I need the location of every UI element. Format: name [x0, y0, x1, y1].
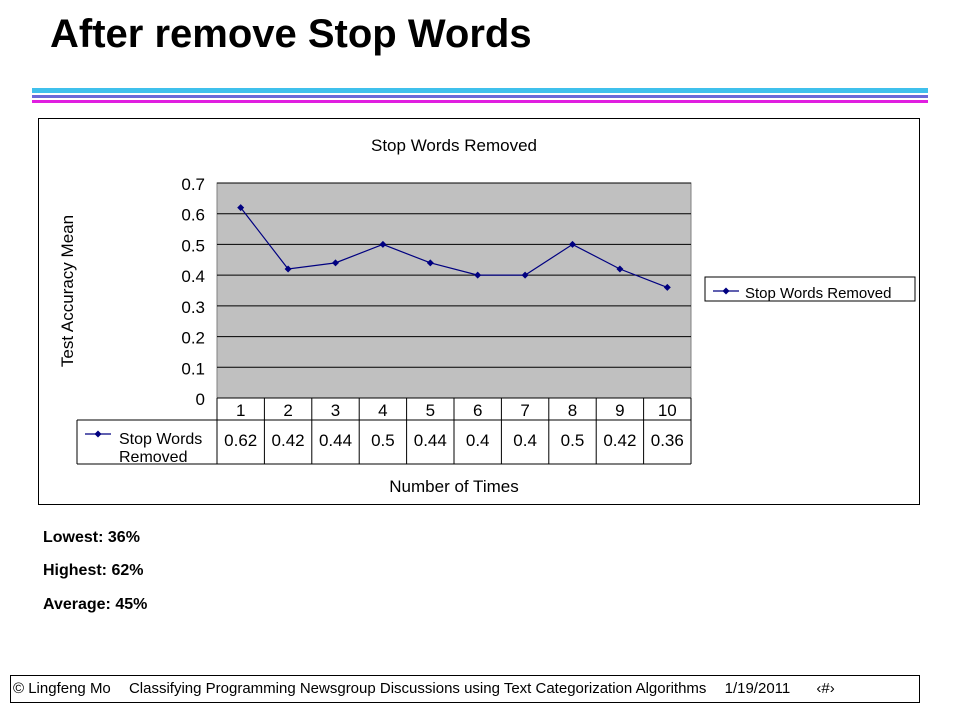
title-rule-blue [32, 95, 928, 98]
data-table-value: 0.4 [466, 431, 490, 450]
y-axis-label: Test Accuracy Mean [58, 215, 77, 367]
x-tick-label: 9 [615, 401, 624, 420]
data-point [426, 259, 434, 267]
x-tick-label: 3 [331, 401, 340, 420]
footer-date: 1/19/2011 [724, 680, 791, 697]
y-tick-label: 0.7 [181, 175, 205, 194]
data-table-value: 0.42 [603, 431, 636, 450]
data-table-value: 0.5 [561, 431, 585, 450]
y-tick-label: 0.1 [181, 359, 205, 378]
y-tick-label: 0.4 [181, 267, 205, 286]
title-rule-magenta [32, 100, 928, 103]
x-tick-label: 10 [658, 401, 677, 420]
legend-box [704, 276, 916, 302]
data-point [616, 265, 624, 273]
x-tick-label: 5 [426, 401, 435, 420]
data-point [521, 271, 529, 279]
x-tick-label: 2 [283, 401, 292, 420]
chart-frame: 0 0.1 0.2 0.3 0.4 0.5 0.6 0.7 1 2 3 4 5 6 7 8 9 10 0.62 0.4… [38, 118, 920, 505]
line-chart: 0 0.1 0.2 0.3 0.4 0.5 0.6 0.7 1 2 3 4 5 6 7 8 9 10 0.62 0.4… [58, 136, 916, 496]
plot-area [216, 182, 692, 399]
data-point [569, 240, 576, 248]
stat-lowest: Lowest: 36% [43, 529, 140, 546]
data-table-value: 0.42 [272, 431, 305, 450]
data-table-value: 0.5 [371, 431, 395, 450]
y-tick-label: 0.2 [181, 329, 205, 348]
data-point [332, 259, 339, 267]
data-table-value: 0.4 [513, 431, 537, 450]
x-tick-label: 6 [473, 401, 482, 420]
stat-average: Average: 45% [43, 596, 148, 613]
y-tick-label: 0.6 [181, 206, 205, 225]
data-table-value: 0.44 [319, 431, 352, 450]
data-point [379, 240, 387, 248]
x-tick-label: 1 [236, 401, 245, 420]
footer-author: © Lingfeng Mo [13, 680, 111, 697]
data-point [474, 271, 482, 279]
x-tick-label: 8 [568, 401, 577, 420]
data-table-value: 0.44 [414, 431, 447, 450]
table-legend-label: Stop Words Removed [119, 431, 202, 466]
footer-page-number: ‹#› [816, 680, 835, 697]
x-axis-label: Number of Times [389, 477, 518, 496]
y-tick-label: 0 [196, 390, 205, 409]
table-legend-marker [94, 430, 102, 438]
data-point [284, 265, 292, 273]
footer-course: Classifying Programming Newsgroup Discus… [128, 680, 707, 697]
x-tick-label: 4 [378, 401, 387, 420]
chart-title: Stop Words Removed [371, 136, 537, 155]
data-point [663, 283, 671, 291]
y-tick-label: 0.3 [181, 298, 205, 317]
y-tick-label: 0.5 [181, 236, 205, 255]
slide-title: After remove Stop Words [50, 12, 532, 56]
x-tick-label: 7 [520, 401, 529, 420]
legend-marker [722, 287, 730, 295]
title-rule-cyan [32, 88, 928, 93]
legend-label: Stop Words Removed [745, 285, 891, 302]
data-table-value: 0.62 [224, 431, 257, 450]
data-point [237, 204, 245, 212]
data-table-value: 0.36 [651, 431, 684, 450]
stat-highest: Highest: 62% [43, 562, 144, 579]
slide-footer: © Lingfeng Mo Classifying Programming Ne… [10, 675, 920, 703]
series-line [240, 207, 668, 288]
